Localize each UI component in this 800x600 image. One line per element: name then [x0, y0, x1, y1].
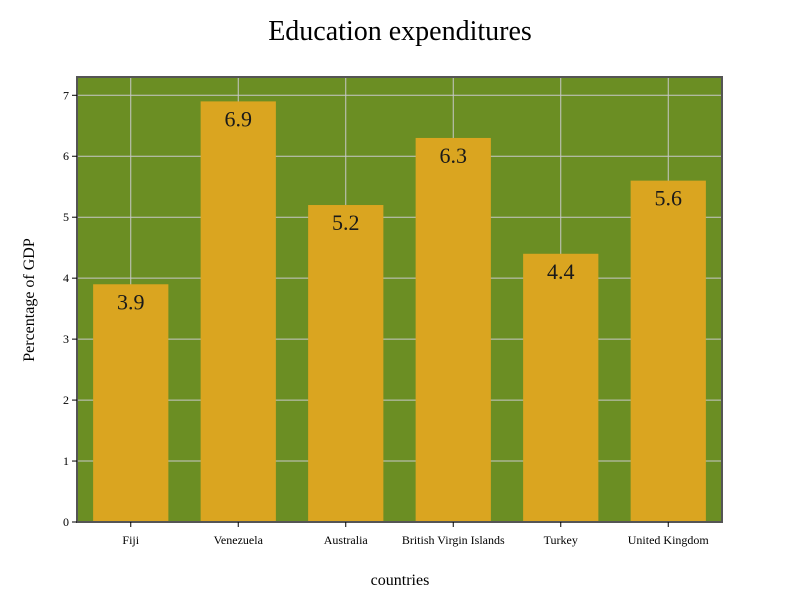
y-tick-label: 0	[63, 515, 69, 529]
y-tick-label: 3	[63, 332, 69, 346]
data-label: 4.4	[547, 259, 575, 284]
y-axis-ticks: 0 1 2 3 4 5 6 7	[63, 88, 77, 529]
y-tick-label: 4	[63, 271, 69, 285]
x-axis-label: countries	[371, 572, 430, 589]
x-tick-label: British Virgin Islands	[402, 533, 505, 547]
bar-venezuela	[200, 101, 276, 523]
y-tick-label: 6	[63, 149, 69, 163]
chart-title: Education expenditures	[268, 16, 532, 47]
bars	[93, 101, 706, 523]
plot-area	[77, 77, 722, 522]
x-axis-ticks: Fiji Venezuela Australia British Virgin Isl…	[122, 522, 709, 547]
x-tick-label: Turkey	[544, 533, 578, 547]
data-label: 3.9	[117, 289, 145, 314]
x-tick-label: Australia	[324, 533, 369, 547]
bar-united-kingdom	[630, 180, 706, 523]
y-tick-label: 1	[63, 454, 69, 468]
plot-frame	[76, 76, 723, 523]
y-tick-label: 2	[63, 393, 69, 407]
y-axis-label: Percentage of GDP	[21, 238, 38, 362]
bar-australia	[308, 205, 384, 522]
data-label: 6.3	[440, 143, 468, 168]
data-label: 6.9	[225, 106, 253, 131]
x-tick-label: United Kingdom	[628, 533, 710, 547]
bar-british-virgin-islands	[415, 137, 491, 522]
data-label: 5.2	[332, 210, 360, 235]
x-tick-label: Fiji	[122, 533, 139, 547]
y-tick-label: 7	[63, 88, 69, 102]
data-labels: 3.9 6.9 5.2 6.3 4.4 5.6	[117, 106, 682, 314]
data-label: 5.6	[655, 186, 683, 211]
bar-fiji	[93, 284, 169, 522]
x-tick-label: Venezuela	[214, 533, 264, 547]
y-tick-label: 5	[63, 210, 69, 224]
bar-turkey	[523, 253, 599, 522]
